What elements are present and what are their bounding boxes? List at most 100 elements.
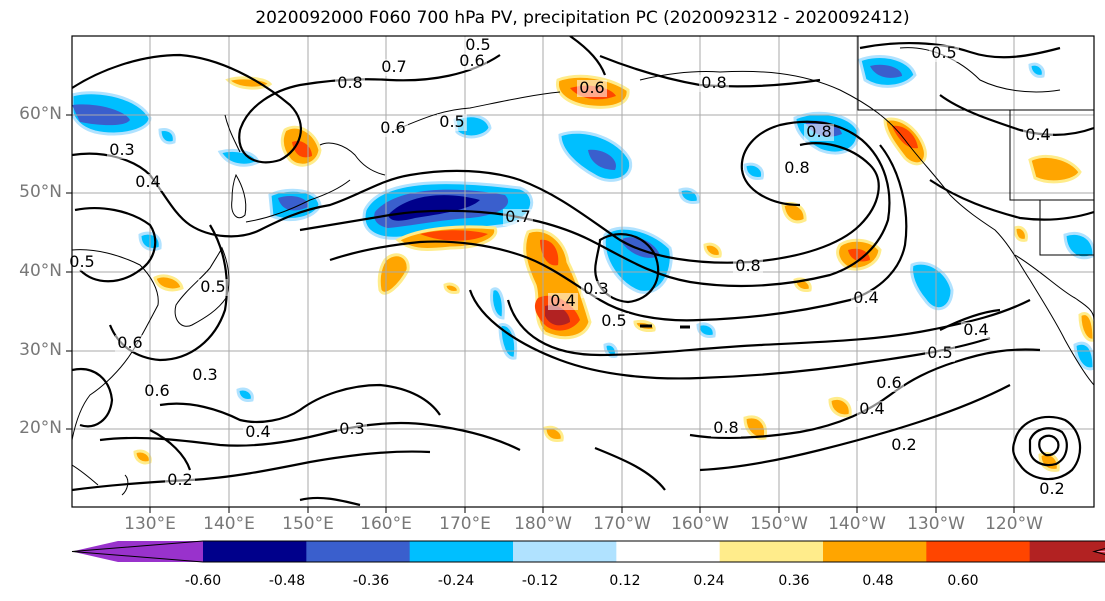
colorbar-segment <box>616 541 721 562</box>
contour-label: 0.6 <box>579 78 604 97</box>
contour-label: 0.2 <box>167 470 192 489</box>
map-title: 2020092000 F060 700 hPa PV, precipitatio… <box>255 8 910 28</box>
contour-label-bg <box>851 290 881 307</box>
contour-label-bg <box>1037 481 1067 498</box>
contour-label: 0.2 <box>891 435 916 454</box>
lon-label: 130°W <box>907 514 965 534</box>
contour-label: 0.4 <box>963 320 988 339</box>
contour-label: 0.4 <box>859 399 884 418</box>
contour-label-bg <box>378 120 408 137</box>
contour-label-bg <box>67 254 97 271</box>
contour-label-bg <box>929 45 959 62</box>
contour-label: 0.3 <box>583 279 608 298</box>
contour-label-bg <box>782 160 812 177</box>
contour-label: 0.5 <box>931 43 956 62</box>
colorbar-segment <box>823 541 927 562</box>
lat-label: 60°N <box>19 104 62 124</box>
colorbar-tick-label: -0.12 <box>521 573 559 589</box>
contour-label: 0.6 <box>876 373 901 392</box>
contour-label: 0.4 <box>550 291 575 310</box>
contour-label-bg <box>925 345 955 362</box>
contour-label: 0.4 <box>245 422 270 441</box>
contour-label-bg <box>804 124 834 141</box>
lat-label: 40°N <box>19 261 62 281</box>
colorbar-outline <box>71 540 1105 563</box>
contour-label-bg <box>115 335 145 352</box>
contour-label-bg <box>711 420 741 437</box>
contour-label-bg <box>437 114 467 131</box>
precip-negative-shading <box>72 55 1094 402</box>
lat-label: 20°N <box>19 418 62 438</box>
colorbar-segment <box>1094 550 1105 553</box>
colorbar-tick-label: -0.60 <box>184 573 222 589</box>
contour-label: 0.8 <box>784 158 809 177</box>
pv-contours <box>72 36 1094 507</box>
contour-label-bg <box>548 293 578 310</box>
contour-label-bg <box>577 80 607 97</box>
contour-label: 0.4 <box>1025 125 1050 144</box>
contour-label: 0.3 <box>192 365 217 384</box>
lon-label: 120°W <box>985 514 1043 534</box>
contour-label: 0.6 <box>459 51 484 70</box>
contour-label: 0.6 <box>117 333 142 352</box>
colorbar-segment <box>203 541 307 562</box>
contour-label-bg <box>165 472 195 489</box>
contour-label-bg <box>1023 127 1053 144</box>
contour-label: 0.5 <box>69 252 94 271</box>
contour-label-bg <box>190 367 220 384</box>
contour-label-bg <box>961 322 991 339</box>
axis-ticks <box>66 114 1015 513</box>
lon-label: 170°W <box>593 514 651 534</box>
contour-label: 0.6 <box>144 381 169 400</box>
contour-label-bg <box>107 142 137 159</box>
contour-label: 0.5 <box>927 343 952 362</box>
contour-label-bg <box>335 75 365 92</box>
colorbar <box>71 540 1105 563</box>
contour-label-bg <box>874 375 904 392</box>
contour-label: 0.4 <box>135 172 160 191</box>
colorbar-tick-label: 0.48 <box>862 573 894 589</box>
contour-label: 0.4 <box>853 288 878 307</box>
contour-label: 0.5 <box>601 311 626 330</box>
coastlines <box>72 36 1094 496</box>
contour-labels: 0.50.7 0.60.8 0.80.60.60.50.30.40.80.80.70… <box>67 35 1067 498</box>
contour-label: 0.5 <box>439 112 464 131</box>
contour-label: 0.5 <box>465 35 490 54</box>
lat-label: 50°N <box>19 182 62 202</box>
contour-label-bg <box>198 279 228 296</box>
contour-label-bg <box>581 281 611 298</box>
map-gridlines <box>72 36 1094 507</box>
contour-label-bg <box>599 313 629 330</box>
colorbar-tick-label: 0.36 <box>778 573 810 589</box>
contour-label-bg <box>337 421 367 438</box>
contour-label: 0.6 <box>380 118 405 137</box>
lon-label: 140°W <box>828 514 886 534</box>
contour-label-bg <box>457 53 487 70</box>
lon-label: 180°W <box>514 514 572 534</box>
contour-label: 0.8 <box>806 122 831 141</box>
contour-label-bg <box>379 59 409 76</box>
lat-label: 30°N <box>19 340 62 360</box>
contour-label: 0.8 <box>735 256 760 275</box>
contour-label-bg <box>243 424 273 441</box>
colorbar-segment <box>306 541 411 562</box>
contour-dashes <box>640 324 690 329</box>
colorbar-segment <box>926 541 1031 562</box>
contour-label: 0.8 <box>701 73 726 92</box>
lon-label: 140°E <box>203 514 255 534</box>
contour-label-bg <box>142 383 172 400</box>
contour-label-bg <box>699 75 729 92</box>
lon-label: 150°W <box>750 514 808 534</box>
contour-label-bg <box>889 437 919 454</box>
lon-label: 160°W <box>671 514 729 534</box>
colorbar-tick-label: -0.24 <box>437 573 475 589</box>
contour-label: 0.7 <box>381 57 406 76</box>
contour-label: 0.8 <box>713 418 738 437</box>
colorbar-tick-label: 0.12 <box>609 573 641 589</box>
contour-label: 0.8 <box>337 73 362 92</box>
colorbar-tick-label: -0.36 <box>352 573 390 589</box>
colorbar-segment <box>409 541 514 562</box>
lon-label: 160°E <box>360 514 412 534</box>
contour-label-bg <box>857 401 887 418</box>
